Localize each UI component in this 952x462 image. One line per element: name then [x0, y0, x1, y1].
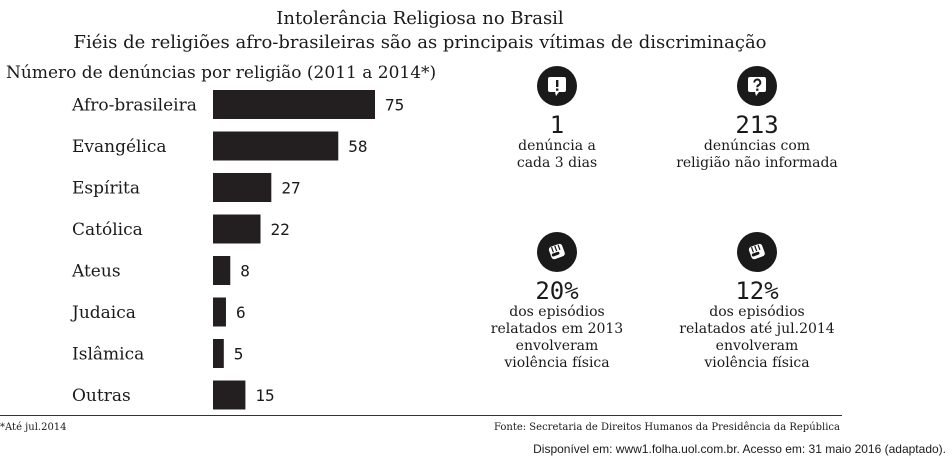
fist-icon [737, 232, 777, 272]
stat-desc-line: envolveram [715, 338, 799, 354]
bar [213, 131, 339, 161]
stat-frequency: 1 denúncia a cada 3 dias [462, 66, 652, 172]
category-label: Outras [72, 386, 131, 406]
stat-desc-line: relatados até jul.2014 [679, 321, 835, 337]
bar [213, 256, 231, 285]
category-label: Espírita [72, 179, 140, 199]
source-credit: Fonte: Secretaria de Direitos Humanos da… [493, 422, 840, 433]
footer-divider [0, 415, 842, 416]
bar [213, 297, 226, 327]
stat-desc-line: cada 3 dias [516, 155, 598, 171]
data-label: 6 [236, 303, 246, 322]
stat-desc-line: denúncia a [518, 138, 596, 154]
bar [213, 339, 224, 368]
category-label: Judaica [70, 303, 136, 323]
category-label: Afro-brasileira [71, 96, 197, 116]
bar [213, 380, 246, 410]
data-label: 22 [271, 220, 290, 239]
category-label: Católica [72, 220, 143, 240]
stat-violence-2014: 12% dos episódios relatados até jul.2014… [662, 232, 852, 372]
footnote: *Até jul.2014 [0, 422, 67, 433]
stat-value: 1 [549, 111, 565, 139]
stat-desc-line: violência física [504, 355, 610, 371]
stat-desc-line: relatados em 2013 [490, 321, 624, 337]
stat-desc-line: violência física [704, 355, 810, 371]
speech-bubble-question-icon [737, 66, 777, 106]
stat-violence-2013: 20% dos episódios relatados em 2013 envo… [462, 232, 652, 372]
stat-value: 12% [735, 277, 779, 305]
category-label: Islâmica [72, 345, 144, 365]
chart-title: Intolerância Religiosa no Brasil [276, 8, 564, 29]
stat-desc-line: dos episódios [709, 304, 805, 320]
data-label: 15 [255, 386, 274, 405]
data-label: 27 [281, 179, 300, 198]
data-label: 8 [240, 262, 250, 281]
chart-subtitle: Fiéis de religiões afro-brasileiras são … [73, 32, 767, 53]
data-label: 58 [348, 137, 367, 156]
stat-desc-line: envolveram [515, 338, 599, 354]
bar [213, 90, 375, 119]
data-label: 75 [385, 96, 404, 115]
stat-value: 213 [735, 111, 779, 139]
stat-desc-line: religião não informada [676, 155, 838, 171]
category-label: Evangélica [72, 137, 167, 157]
fist-icon [537, 232, 577, 272]
stat-desc-line: denúncias com [703, 138, 811, 154]
bar [213, 173, 272, 202]
bar-chart-caption: Número de denúncias por religião (2011 a… [6, 63, 437, 83]
availability-note: Disponível em: www1.folha.uol.com.br. Ac… [533, 442, 946, 456]
stat-value: 20% [535, 277, 579, 305]
data-label: 5 [234, 345, 244, 364]
speech-bubble-exclamation-icon [537, 66, 577, 106]
stat-desc-line: dos episódios [509, 304, 605, 320]
bar [213, 214, 261, 244]
stat-unknown-religion: 213 denúncias com religião não informada [662, 66, 852, 172]
category-label: Ateus [71, 262, 121, 282]
